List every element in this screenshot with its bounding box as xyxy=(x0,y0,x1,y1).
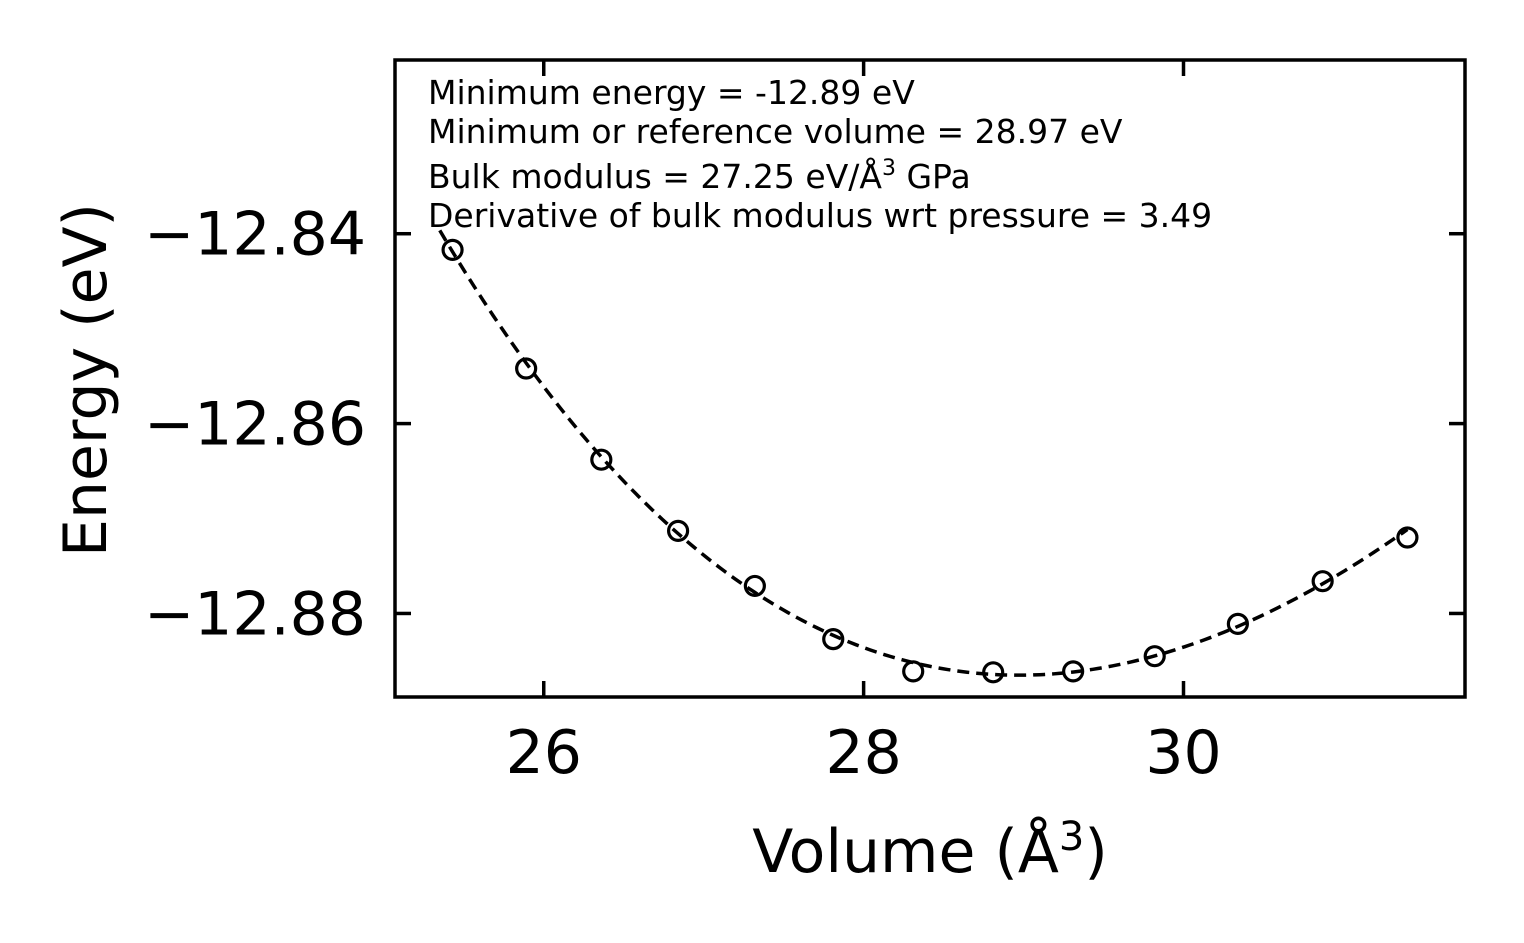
data-point xyxy=(743,574,766,598)
x-tick-label: 26 xyxy=(506,718,582,788)
annotation-bulk-modulus-prefix: Bulk modulus = 27.25 eV/Å xyxy=(428,156,882,196)
x-axis-label: Volume (Å3) xyxy=(752,814,1108,887)
fit-parameters-annotation: Minimum energy = -12.89 eV Minimum or re… xyxy=(428,73,1212,235)
x-axis-label-text: Volume (Å xyxy=(752,816,1059,887)
x-axis-label-close: ) xyxy=(1084,817,1107,887)
annotation-bulk-modulus: Bulk modulus = 27.25 eV/Å3 GPa xyxy=(428,156,971,196)
annotation-bulk-modulus-sup: 3 xyxy=(882,156,896,181)
data-point xyxy=(590,448,613,471)
data-point xyxy=(1143,645,1166,668)
data-point xyxy=(1396,526,1419,549)
data-point xyxy=(515,357,538,380)
x-tick-label: 28 xyxy=(825,718,901,788)
data-point xyxy=(1062,660,1085,683)
y-tick-label: −12.86 xyxy=(144,390,366,460)
plot-area: 26 28 30 −12.84 −12.86 −12.88 xyxy=(144,58,1467,788)
data-point xyxy=(666,519,690,542)
data-point xyxy=(1226,612,1249,636)
x-axis-label-sup: 3 xyxy=(1059,814,1084,860)
annotation-bulk-modulus-derivative: Derivative of bulk modulus wrt pressure … xyxy=(428,196,1212,235)
data-point xyxy=(822,627,845,651)
data-point xyxy=(441,238,464,261)
data-point xyxy=(982,661,1005,684)
y-axis-label: Energy (eV) xyxy=(51,203,121,557)
plot-frame xyxy=(393,58,1467,699)
annotation-min-energy: Minimum energy = -12.89 eV xyxy=(428,73,915,112)
annotation-bulk-modulus-suffix: GPa xyxy=(896,157,971,196)
fit-curve-line xyxy=(438,229,1409,677)
data-point xyxy=(1311,570,1334,593)
y-tick-label: −12.84 xyxy=(144,200,366,270)
x-tick-label: 30 xyxy=(1145,718,1221,788)
y-tick-label: −12.88 xyxy=(144,579,366,649)
annotation-min-volume: Minimum or reference volume = 28.97 eV xyxy=(428,112,1123,151)
data-point xyxy=(902,660,925,683)
